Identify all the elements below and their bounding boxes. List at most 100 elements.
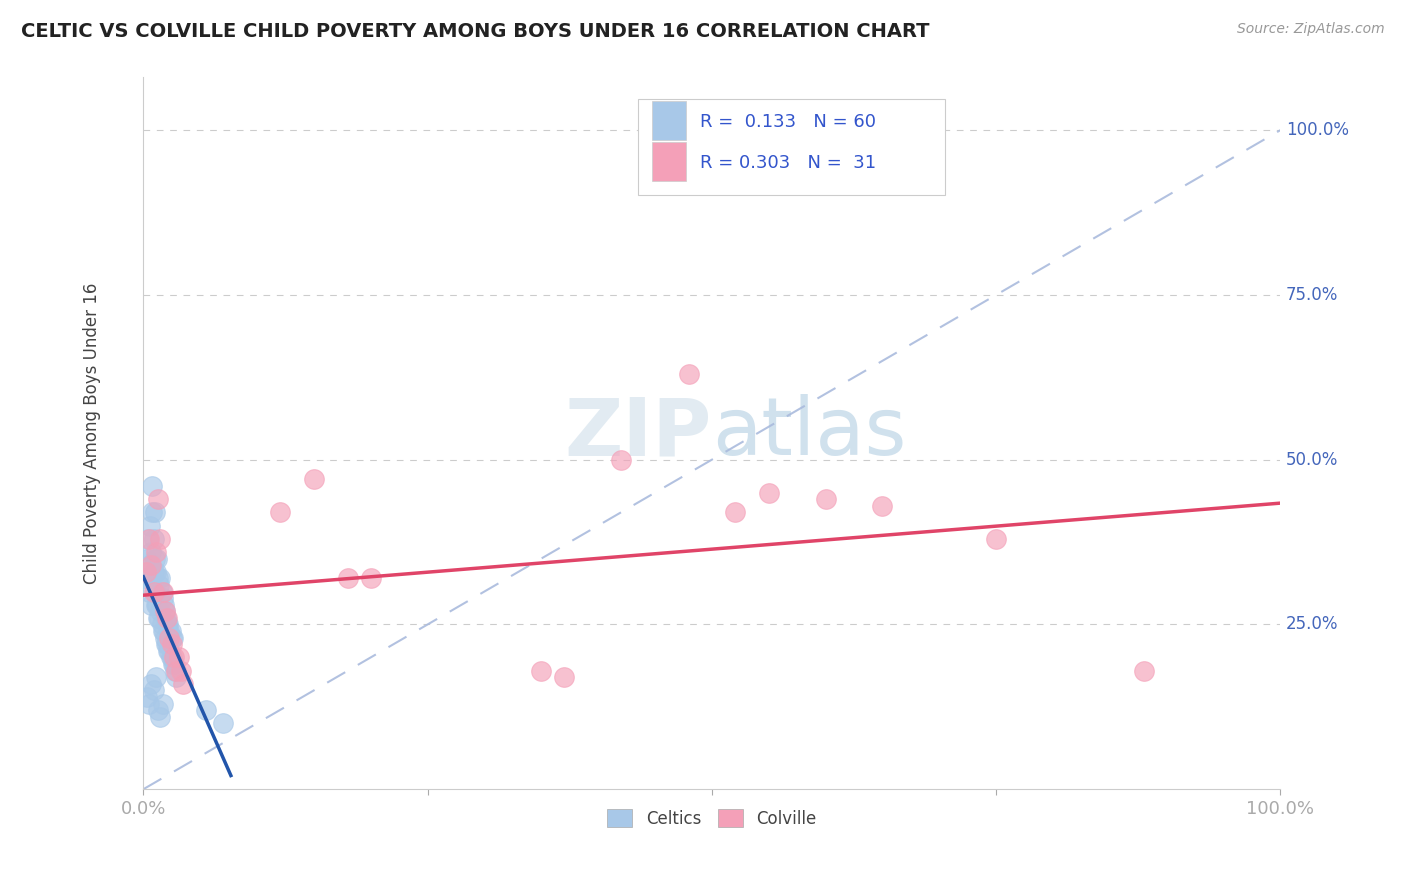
Point	[135, 690, 157, 704]
Point	[530, 664, 553, 678]
Point	[141, 479, 163, 493]
Point	[142, 683, 165, 698]
Point	[152, 591, 174, 606]
Point	[160, 637, 183, 651]
Point	[149, 604, 172, 618]
Point	[159, 650, 181, 665]
Point	[153, 604, 176, 618]
Text: Source: ZipAtlas.com: Source: ZipAtlas.com	[1237, 22, 1385, 37]
Text: atlas: atlas	[711, 394, 907, 473]
Point	[142, 565, 165, 579]
Point	[723, 505, 745, 519]
Text: R = 0.303   N =  31: R = 0.303 N = 31	[700, 153, 876, 172]
Point	[172, 677, 194, 691]
Point	[141, 558, 163, 573]
Point	[145, 598, 167, 612]
Text: ZIP: ZIP	[565, 394, 711, 473]
Point	[146, 598, 169, 612]
Point	[160, 650, 183, 665]
Point	[146, 703, 169, 717]
FancyBboxPatch shape	[651, 101, 686, 140]
Text: CELTIC VS COLVILLE CHILD POVERTY AMONG BOYS UNDER 16 CORRELATION CHART: CELTIC VS COLVILLE CHILD POVERTY AMONG B…	[21, 22, 929, 41]
Point	[143, 584, 166, 599]
Point	[212, 716, 235, 731]
Point	[170, 664, 193, 678]
Point	[143, 551, 166, 566]
Point	[146, 571, 169, 585]
Point	[984, 532, 1007, 546]
Point	[814, 492, 837, 507]
Point	[872, 499, 894, 513]
Point	[148, 578, 170, 592]
Point	[159, 624, 181, 638]
Point	[142, 532, 165, 546]
Point	[157, 644, 180, 658]
Point	[1133, 664, 1156, 678]
Point	[145, 565, 167, 579]
Point	[758, 485, 780, 500]
Point	[360, 571, 382, 585]
Text: 50.0%: 50.0%	[1286, 450, 1339, 468]
Point	[156, 617, 179, 632]
Point	[160, 631, 183, 645]
Text: 75.0%: 75.0%	[1286, 286, 1339, 304]
Point	[302, 473, 325, 487]
Point	[146, 492, 169, 507]
Point	[163, 657, 186, 671]
Point	[139, 518, 162, 533]
Point	[152, 584, 174, 599]
Point	[167, 650, 190, 665]
Text: Child Poverty Among Boys Under 16: Child Poverty Among Boys Under 16	[83, 283, 101, 584]
Point	[146, 551, 169, 566]
Point	[145, 670, 167, 684]
Point	[149, 710, 172, 724]
Point	[138, 532, 160, 546]
Point	[149, 532, 172, 546]
Point	[152, 697, 174, 711]
Point	[149, 571, 172, 585]
Point	[150, 617, 173, 632]
Point	[156, 611, 179, 625]
Point	[141, 677, 163, 691]
Point	[148, 611, 170, 625]
Text: 100.0%: 100.0%	[1286, 121, 1348, 139]
Legend: Celtics, Colville: Celtics, Colville	[600, 803, 823, 834]
Point	[139, 558, 162, 573]
Point	[153, 598, 176, 612]
Point	[165, 664, 187, 678]
Point	[269, 505, 291, 519]
Point	[610, 452, 633, 467]
Point	[153, 631, 176, 645]
Point	[138, 584, 160, 599]
Point	[138, 697, 160, 711]
Point	[141, 545, 163, 559]
Point	[165, 670, 187, 684]
Point	[162, 631, 184, 645]
Point	[145, 545, 167, 559]
Point	[165, 664, 187, 678]
Point	[159, 644, 181, 658]
Point	[678, 367, 700, 381]
Point	[134, 571, 156, 585]
FancyBboxPatch shape	[638, 99, 945, 194]
FancyBboxPatch shape	[651, 142, 686, 181]
Point	[146, 611, 169, 625]
Point	[159, 624, 181, 638]
Point	[136, 532, 159, 546]
Text: 25.0%: 25.0%	[1286, 615, 1339, 633]
Point	[159, 631, 181, 645]
Point	[194, 703, 217, 717]
Point	[156, 637, 179, 651]
Point	[135, 565, 157, 579]
Point	[153, 604, 176, 618]
Point	[155, 637, 177, 651]
Point	[553, 670, 575, 684]
Point	[135, 551, 157, 566]
Point	[337, 571, 360, 585]
Point	[155, 611, 177, 625]
Point	[152, 624, 174, 638]
Point	[157, 617, 180, 632]
Text: R =  0.133   N = 60: R = 0.133 N = 60	[700, 112, 876, 130]
Point	[141, 598, 163, 612]
Point	[150, 584, 173, 599]
